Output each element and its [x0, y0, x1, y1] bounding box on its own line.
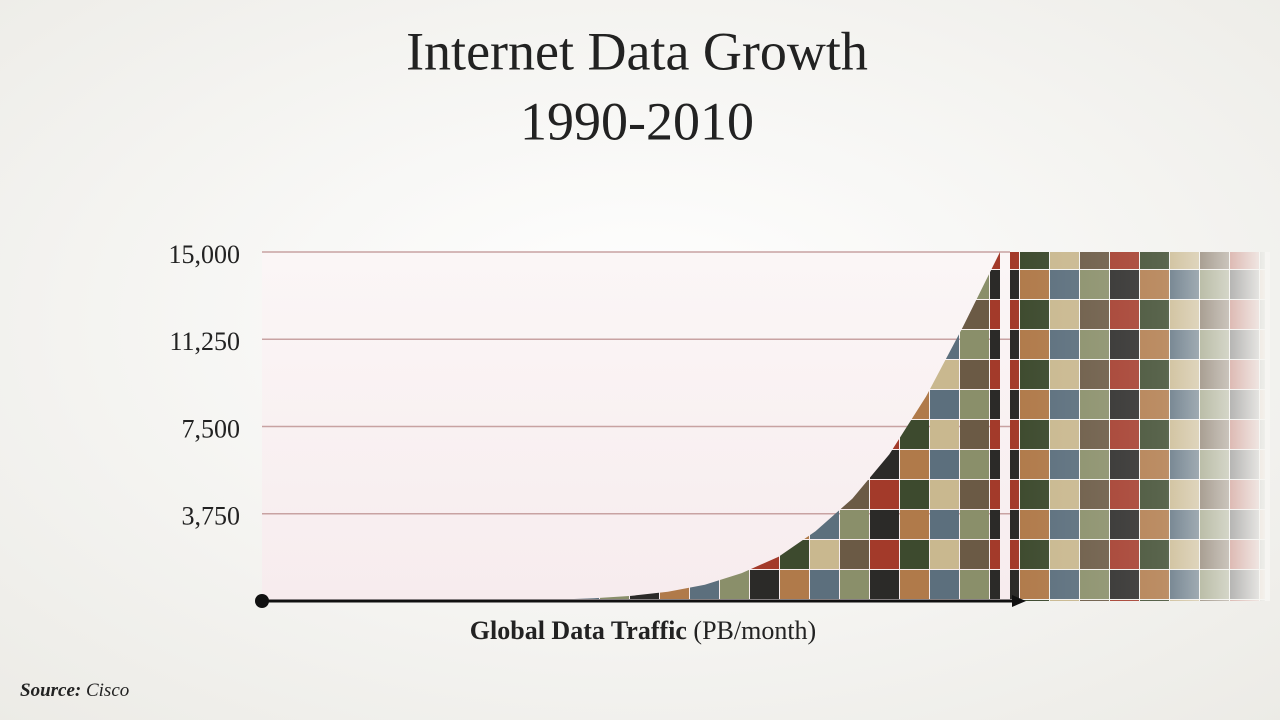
y-tick-label: 7,500 [182, 414, 241, 443]
source-label: Source: [20, 680, 81, 701]
y-tick-label: 3,750 [182, 502, 241, 531]
source: Source: Cisco [20, 680, 129, 701]
y-tick-label: 11,250 [169, 327, 240, 356]
x-axis-label-unit: (PB/month) [693, 616, 816, 645]
chart-title: Internet Data Growth [406, 21, 868, 81]
axis-arrow [1012, 595, 1026, 607]
mosaic-fade [1010, 252, 1270, 601]
source-name: Cisco [86, 680, 129, 701]
x-axis-label-main: Global Data Traffic [470, 616, 687, 645]
area [262, 252, 1000, 601]
chart-subtitle: 1990-2010 [520, 91, 754, 151]
axis-origin-dot [255, 594, 269, 608]
y-tick-label: 15,000 [169, 240, 241, 269]
x-axis-label: Global Data Traffic (PB/month) [470, 616, 816, 645]
